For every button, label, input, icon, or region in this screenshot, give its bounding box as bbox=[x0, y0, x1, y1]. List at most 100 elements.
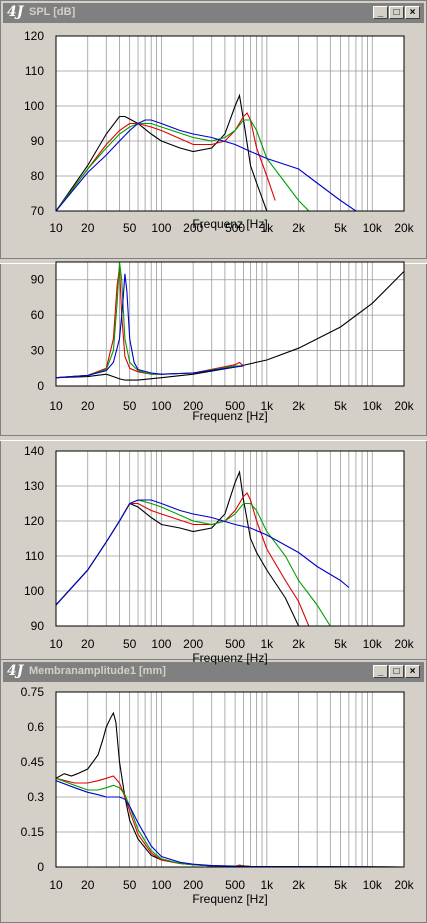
x-tick-label: 500 bbox=[225, 399, 245, 413]
x-tick-label: 50 bbox=[123, 637, 137, 651]
x-tick-label: 1k bbox=[260, 221, 274, 235]
maximize-icon[interactable]: □ bbox=[389, 665, 404, 678]
series-line-blue bbox=[56, 273, 244, 379]
x-tick-label: 500 bbox=[225, 637, 245, 651]
series-line-red bbox=[56, 267, 244, 379]
x-tick-label: 10k bbox=[363, 637, 383, 651]
x-tick-label: 500 bbox=[225, 878, 245, 892]
series-line-blue bbox=[56, 780, 404, 867]
y-tick-label: 140 bbox=[24, 444, 44, 458]
x-tick-label: 5k bbox=[334, 878, 348, 892]
x-tick-label: 10k bbox=[363, 878, 383, 892]
x-tick-label: 1k bbox=[260, 878, 274, 892]
x-tick-label: 20k bbox=[394, 637, 414, 651]
y-tick-label: 30 bbox=[31, 344, 45, 358]
x-axis-label: Frequenz [Hz] bbox=[192, 651, 267, 665]
y-tick-label: 0.6 bbox=[27, 720, 44, 734]
x-tick-label: 200 bbox=[183, 637, 203, 651]
y-tick-label: 110 bbox=[25, 549, 44, 563]
window-controls: _ □ × bbox=[372, 6, 420, 20]
series-line-black bbox=[56, 271, 404, 381]
close-icon[interactable]: × bbox=[405, 665, 420, 678]
x-tick-label: 2k bbox=[292, 399, 306, 413]
x-tick-label: 100 bbox=[151, 637, 171, 651]
plot-area bbox=[55, 35, 405, 212]
y-tick-label: 100 bbox=[24, 584, 44, 598]
x-tick-label: 10 bbox=[49, 637, 63, 651]
x-tick-label: 5k bbox=[334, 399, 348, 413]
x-tick-label: 10k bbox=[363, 221, 383, 235]
x-tick-label: 20 bbox=[81, 399, 95, 413]
y-tick-label: 60 bbox=[31, 308, 45, 322]
plot-border bbox=[55, 35, 405, 212]
maximize-icon[interactable]: □ bbox=[389, 6, 404, 19]
y-tick-label: 0.75 bbox=[21, 685, 45, 699]
window-title: SPL [dB] bbox=[29, 6, 76, 18]
series-line-blue bbox=[56, 119, 357, 211]
x-tick-label: 50 bbox=[123, 399, 137, 413]
minimize-icon[interactable]: _ bbox=[373, 6, 388, 19]
x-tick-label: 200 bbox=[183, 399, 203, 413]
y-tick-label: 80 bbox=[31, 169, 45, 183]
plot-area bbox=[55, 450, 405, 627]
amplitude-titlebar[interactable]: 4J Membranamplitude1 [mm] _ □ × bbox=[3, 662, 424, 682]
x-tick-label: 10 bbox=[49, 878, 63, 892]
y-tick-label: 90 bbox=[31, 134, 45, 148]
y-tick-label: 90 bbox=[31, 619, 45, 633]
close-icon[interactable]: × bbox=[405, 6, 420, 19]
x-axis-label: Frequenz [Hz] bbox=[192, 217, 267, 231]
y-tick-label: 0.15 bbox=[21, 825, 45, 839]
x-tick-label: 2k bbox=[292, 221, 306, 235]
x-tick-label: 20k bbox=[394, 878, 414, 892]
series-line-black bbox=[56, 93, 268, 211]
x-tick-label: 20 bbox=[81, 221, 95, 235]
y-tick-label: 120 bbox=[24, 29, 44, 43]
y-tick-label: 90 bbox=[31, 273, 45, 287]
x-tick-label: 100 bbox=[151, 878, 171, 892]
y-tick-label: 0 bbox=[37, 379, 44, 393]
plot-border bbox=[55, 691, 405, 868]
x-tick-label: 20k bbox=[394, 221, 414, 235]
x-tick-label: 20 bbox=[81, 878, 95, 892]
series-line-red bbox=[56, 112, 276, 211]
y-tick-label: 120 bbox=[24, 514, 44, 528]
spl-titlebar[interactable]: 4J SPL [dB] _ □ × bbox=[3, 3, 424, 23]
x-tick-label: 500 bbox=[225, 221, 245, 235]
x-tick-label: 20 bbox=[81, 637, 95, 651]
x-tick-label: 2k bbox=[292, 637, 306, 651]
plot-border bbox=[55, 450, 405, 627]
series-line-red bbox=[56, 775, 404, 867]
x-tick-label: 100 bbox=[151, 221, 171, 235]
app-logo: 4J bbox=[7, 4, 24, 20]
y-tick-label: 100 bbox=[24, 99, 44, 113]
x-tick-label: 10 bbox=[49, 399, 63, 413]
x-tick-label: 200 bbox=[183, 221, 203, 235]
x-tick-label: 10 bbox=[49, 221, 63, 235]
app-logo: 4J bbox=[7, 663, 24, 679]
x-tick-label: 20k bbox=[394, 399, 414, 413]
x-tick-label: 1k bbox=[260, 637, 274, 651]
separator bbox=[0, 435, 427, 441]
y-tick-label: 0.45 bbox=[21, 755, 45, 769]
x-tick-label: 10k bbox=[363, 399, 383, 413]
y-tick-label: 70 bbox=[31, 204, 45, 218]
x-tick-label: 200 bbox=[183, 878, 203, 892]
x-tick-label: 50 bbox=[123, 878, 137, 892]
plot-area bbox=[55, 691, 405, 868]
minimize-icon[interactable]: _ bbox=[373, 665, 388, 678]
x-tick-label: 5k bbox=[334, 637, 348, 651]
x-axis-label: Frequenz [Hz] bbox=[192, 409, 267, 423]
x-tick-label: 1k bbox=[260, 399, 274, 413]
x-tick-label: 50 bbox=[123, 221, 137, 235]
plot-border bbox=[55, 261, 405, 387]
y-tick-label: 110 bbox=[25, 64, 44, 78]
x-tick-label: 2k bbox=[292, 878, 306, 892]
y-tick-label: 130 bbox=[24, 479, 44, 493]
window-controls: _ □ × bbox=[372, 665, 420, 679]
y-tick-label: 0 bbox=[37, 860, 44, 874]
window-title: Membranamplitude1 [mm] bbox=[29, 665, 166, 677]
x-axis-label: Frequenz [Hz] bbox=[192, 892, 267, 906]
x-tick-label: 5k bbox=[334, 221, 348, 235]
series-line-blue bbox=[56, 499, 350, 606]
